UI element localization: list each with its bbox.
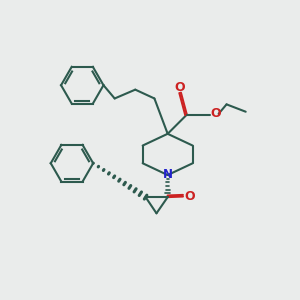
Text: N: N (163, 168, 173, 181)
Text: O: O (210, 107, 221, 120)
Text: O: O (174, 81, 185, 94)
Text: O: O (184, 190, 195, 203)
